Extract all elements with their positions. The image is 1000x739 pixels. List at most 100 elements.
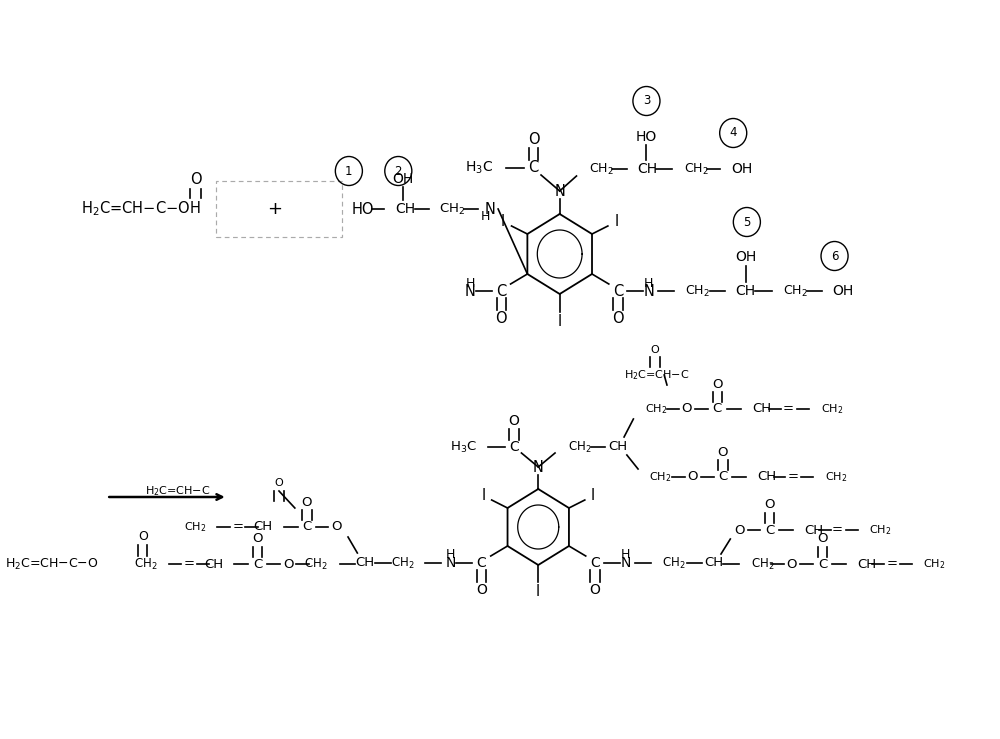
Text: H$_2$C=CH$-$C: H$_2$C=CH$-$C [624,368,690,382]
Text: N: N [621,556,631,570]
Text: CH: CH [608,440,627,454]
Text: I: I [536,584,540,599]
Text: HO: HO [352,202,374,217]
Text: O: O [712,378,723,390]
Text: C: C [590,556,600,570]
Text: O: O [590,583,600,597]
Text: C: C [253,557,262,571]
Text: O: O [764,499,775,511]
Text: OH: OH [731,162,753,176]
Text: C: C [613,284,623,299]
Text: C: C [718,471,728,483]
Text: O: O [650,345,659,355]
Text: I: I [481,488,485,503]
Text: 1: 1 [345,165,353,177]
Text: O: O [138,531,148,543]
Text: O: O [495,310,507,325]
Text: CH$_2$: CH$_2$ [589,161,613,177]
Text: C: C [496,284,506,299]
Text: O: O [681,403,692,415]
Text: C: C [509,440,519,454]
Text: C: C [713,403,722,415]
Text: CH: CH [804,523,823,537]
Text: =: = [232,520,243,534]
Text: CH$_2$: CH$_2$ [821,402,843,416]
Text: H: H [644,276,654,290]
Text: =: = [787,471,798,483]
Text: =: = [783,403,794,415]
Text: H: H [621,548,631,562]
Text: CH$_2$: CH$_2$ [568,440,592,454]
Text: CH$_2$: CH$_2$ [825,470,847,484]
Text: I: I [501,214,505,228]
Text: $+$: $+$ [267,200,282,218]
Text: CH$_2$: CH$_2$ [751,556,774,571]
Text: C: C [477,556,486,570]
Text: O: O [787,557,797,571]
Text: OH: OH [735,250,757,264]
Text: CH$_2$: CH$_2$ [783,284,808,299]
Text: CH$_2$: CH$_2$ [923,557,946,571]
Text: N: N [465,284,476,299]
Text: CH$_2$: CH$_2$ [649,470,672,484]
Text: H$_2$C=CH$-$C$-$O: H$_2$C=CH$-$C$-$O [5,556,99,571]
Text: CH$_2$: CH$_2$ [662,556,686,571]
Text: 5: 5 [743,216,751,228]
Text: N: N [554,183,565,199]
Text: CH$_2$: CH$_2$ [134,556,158,571]
Text: I: I [614,214,618,228]
Text: CH: CH [253,520,272,534]
Text: CH: CH [204,557,223,571]
Text: C: C [302,520,312,534]
Text: CH: CH [396,202,416,216]
Text: CH: CH [736,284,756,298]
Text: C: C [528,160,539,175]
Text: HO: HO [636,130,657,144]
Text: O: O [275,478,283,488]
Text: CH$_2$: CH$_2$ [304,556,327,571]
Text: 2: 2 [395,165,402,177]
Text: CH: CH [355,556,374,570]
Text: CH$_2$: CH$_2$ [869,523,892,537]
Text: H: H [480,209,490,222]
Text: O: O [734,523,745,537]
Text: 3: 3 [643,95,650,107]
Text: CH$_2$: CH$_2$ [184,520,206,534]
Text: =: = [184,557,195,571]
Text: O: O [302,496,312,508]
Text: CH: CH [704,556,723,570]
Text: =: = [832,523,843,537]
Text: O: O [190,171,202,186]
Text: CH: CH [857,557,876,571]
Text: O: O [528,132,539,148]
Text: =: = [886,557,897,571]
Text: 4: 4 [729,126,737,140]
Text: O: O [283,557,294,571]
Text: O: O [332,520,342,534]
Text: CH: CH [757,471,777,483]
Text: O: O [687,471,697,483]
Text: 6: 6 [831,250,838,262]
Text: N: N [533,460,544,474]
Bar [216,181,342,237]
Text: CH: CH [752,403,771,415]
Text: CH$_2$: CH$_2$ [391,556,414,571]
Text: O: O [252,533,263,545]
Text: C: C [818,557,827,571]
Text: O: O [476,583,487,597]
Text: H$_2$C=CH$-$C: H$_2$C=CH$-$C [145,484,211,498]
Text: O: O [509,414,519,428]
Text: CH: CH [637,162,657,176]
Text: N: N [445,556,456,570]
Text: I: I [558,313,562,329]
Text: O: O [817,533,828,545]
Text: C: C [765,523,774,537]
Text: H$_2$C=CH$-$C$-$OH: H$_2$C=CH$-$C$-$OH [81,200,201,218]
Text: N: N [485,202,496,217]
Text: I: I [591,488,595,503]
Text: OH: OH [833,284,854,298]
Text: CH$_2$: CH$_2$ [684,161,709,177]
Text: N: N [643,284,654,299]
Text: H$_3$C: H$_3$C [465,160,493,176]
Text: CH$_2$: CH$_2$ [685,284,710,299]
